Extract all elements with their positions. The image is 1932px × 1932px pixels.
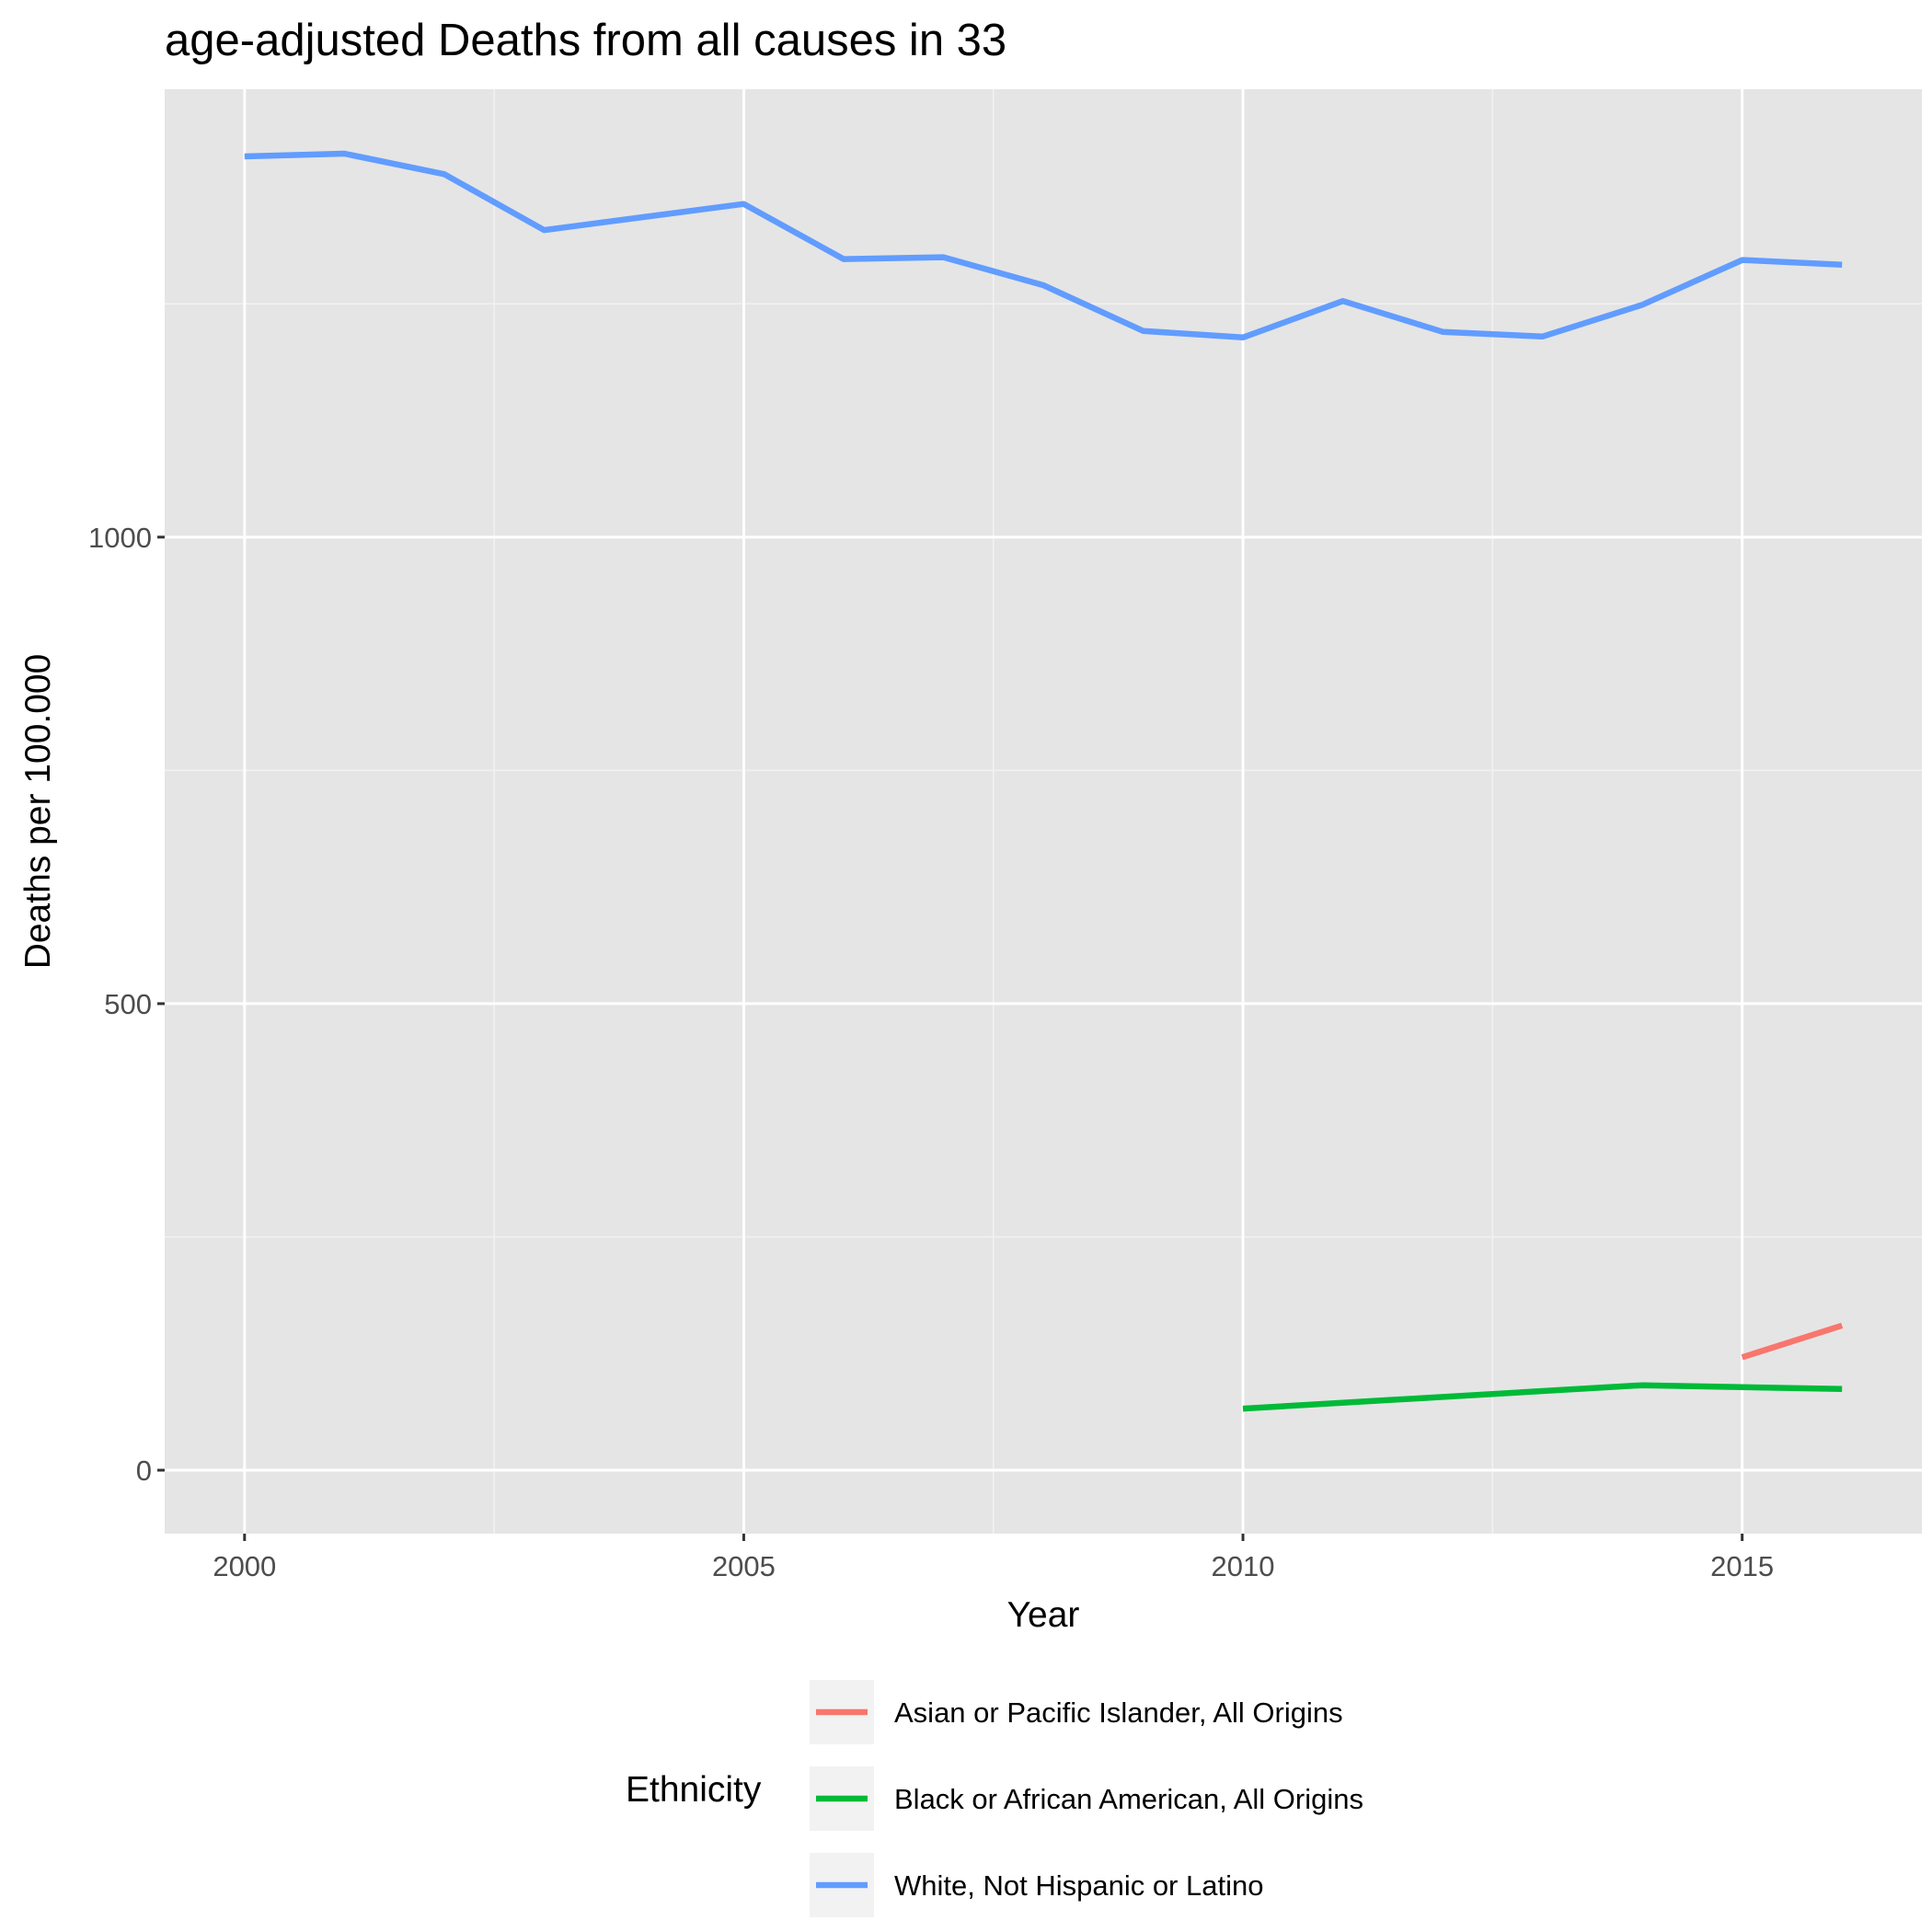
legend-label: White, Not Hispanic or Latino [894,1869,1263,1902]
y-tick-label: 0 [136,1455,152,1487]
x-tick-label: 2005 [712,1550,776,1582]
legend-label: Black or African American, All Origins [894,1783,1363,1815]
series-line [1242,1382,1843,1412]
legend: Ethnicity Asian or Pacific Islander, All… [626,1680,1363,1917]
series-line [1741,1322,1844,1361]
major-gridlines [165,89,1922,1534]
plot-panel [165,89,1922,1534]
chart-title: age-adjusted Deaths from all causes in 3… [165,16,1006,65]
minor-gridlines [165,89,1922,1534]
y-tick-label: 500 [104,988,152,1020]
y-axis: 0 500 1000 [88,522,165,1487]
series-lines [244,150,1844,1412]
legend-label: Asian or Pacific Islander, All Origins [894,1696,1343,1729]
legend-title: Ethnicity [626,1770,762,1810]
y-tick-label: 1000 [88,522,152,554]
x-tick-label: 2000 [213,1550,276,1582]
y-axis-title: Deaths per 100.000 [18,654,58,970]
x-axis: 2000 2005 2010 2015 [213,1534,1774,1582]
series-line [244,150,1843,341]
x-tick-label: 2010 [1212,1550,1275,1582]
x-tick-label: 2015 [1710,1550,1774,1582]
x-axis-title: Year [1007,1595,1080,1635]
